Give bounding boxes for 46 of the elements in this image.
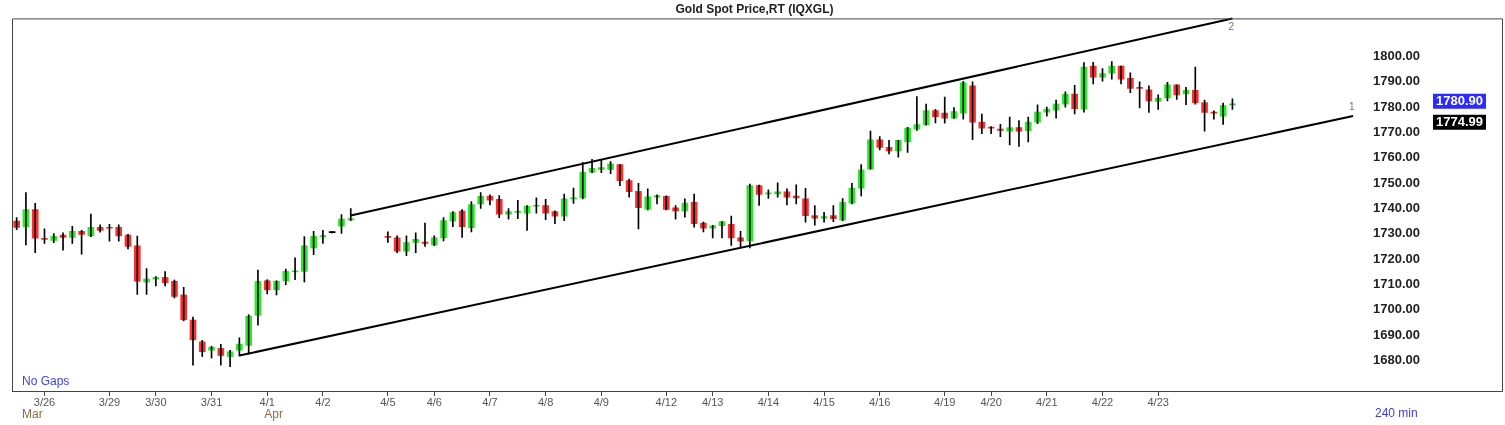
x-tick-label: 4/15 — [813, 395, 835, 408]
x-tick-label: 4/16 — [869, 395, 891, 408]
y-tick-label: 1750.00 — [1373, 174, 1420, 190]
x-tick-label: 4/19 — [934, 395, 956, 408]
y-tick-label: 1730.00 — [1373, 225, 1420, 241]
text: Mar — [22, 407, 43, 422]
candlestick — [709, 224, 717, 239]
x-tick-label: 4/8 — [538, 395, 554, 408]
x-tick-label: 4/22 — [1091, 395, 1114, 408]
x-tick-label: 4/23 — [1147, 395, 1169, 408]
y-tick-label: 1770.00 — [1373, 124, 1420, 140]
x-tick-label: 4/20 — [980, 395, 1002, 408]
x-tick-label: 4/14 — [757, 395, 780, 408]
x-tick-label: 3/31 — [200, 395, 223, 408]
x-tick-label: 4/6 — [426, 395, 442, 408]
x-tick-label: 3/26 — [33, 395, 56, 408]
candlestick — [514, 200, 522, 219]
x-tick-label: 4/9 — [593, 395, 609, 408]
y-tick-label: 1740.00 — [1373, 200, 1420, 216]
x-tick-label: 4/13 — [701, 395, 724, 408]
y-tick-label: 1720.00 — [1373, 250, 1420, 266]
y-tick-label: 1710.00 — [1373, 276, 1420, 292]
chart-title: Gold Spot Price,RT (IQXGL) — [675, 1, 834, 16]
y-tick-label: 1790.00 — [1373, 73, 1420, 89]
x-tick-label: 4/7 — [482, 395, 498, 408]
x-tick-label: 4/1 — [259, 395, 275, 408]
annotation: 2 — [1228, 21, 1235, 33]
text: 240 min — [1375, 406, 1418, 421]
text: Apr — [264, 407, 283, 422]
annotation: No Gaps — [22, 374, 70, 389]
y-tick-label: 1800.00 — [1373, 48, 1420, 63]
y-tick-label: 1760.00 — [1373, 149, 1420, 165]
x-tick-label: 3/29 — [98, 395, 121, 408]
x-tick-label: 4/5 — [380, 395, 396, 408]
text: 1780.90 — [1436, 93, 1483, 109]
x-tick-label: 4/2 — [315, 395, 331, 408]
annotation: 1 — [1349, 100, 1356, 112]
y-tick-label: 1680.00 — [1373, 352, 1420, 368]
y-tick-label: 1780.00 — [1373, 98, 1420, 114]
y-tick-label: 1700.00 — [1373, 301, 1420, 317]
x-tick-label: 4/21 — [1036, 395, 1058, 408]
x-tick-label: 3/30 — [145, 395, 167, 408]
x-tick-label: 4/12 — [655, 395, 678, 408]
y-tick-label: 1690.00 — [1373, 326, 1420, 342]
candlestick — [328, 230, 336, 234]
text: 1774.99 — [1436, 114, 1483, 130]
